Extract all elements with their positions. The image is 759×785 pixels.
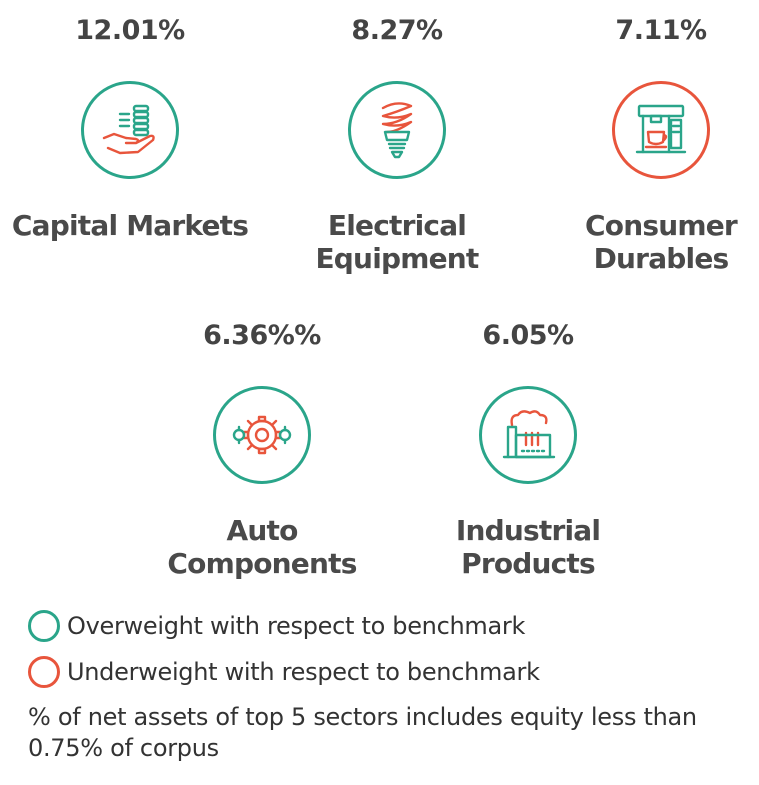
sector-percent: 6.05% — [482, 320, 574, 351]
overweight-ring — [213, 386, 311, 484]
underweight-circle-icon — [28, 656, 60, 688]
sector-name-line2: Components — [167, 547, 357, 580]
sector-industrial-products: 6.05% Industrial Products — [403, 319, 653, 580]
sector-name-line1: Electrical — [327, 209, 467, 242]
factory-icon — [502, 410, 556, 459]
sector-name: Consumer Durables — [585, 209, 738, 275]
overweight-ring — [479, 386, 577, 484]
sector-name: Industrial Products — [455, 514, 601, 580]
overweight-ring — [81, 81, 179, 179]
legend-underweight-label: Underweight with respect to benchmark — [67, 658, 540, 686]
underweight-ring — [612, 81, 710, 179]
legend-underweight: Underweight with respect to benchmark — [28, 656, 540, 688]
sector-auto-components: 6.36%% Auto Components — [137, 319, 387, 580]
sector-percent: 8.27% — [351, 15, 443, 46]
sector-percent: 12.01% — [75, 15, 185, 46]
overweight-ring — [348, 81, 446, 179]
sector-percent: 7.11% — [615, 15, 707, 46]
sector-name: Auto Components — [167, 514, 357, 580]
footnote-line1: % of net assets of top 5 sectors include… — [28, 703, 697, 731]
sector-name-line2: Products — [461, 547, 596, 580]
sector-electrical-equipment: 8.27% Electrical Equipment — [272, 14, 522, 275]
coffee-machine-icon — [635, 104, 687, 154]
sector-name: Electrical Equipment — [315, 209, 479, 275]
sector-capital-markets: 12.01% Capital Markets — [5, 14, 255, 242]
sector-name-line1: Auto — [226, 514, 298, 547]
sector-percent: 6.36%% — [203, 320, 321, 351]
footnote-line2: 0.75% of corpus — [28, 734, 219, 762]
hand-coins-icon — [102, 104, 155, 155]
sector-name-line2: Equipment — [315, 242, 479, 275]
gears-icon — [232, 415, 292, 455]
light-bulb-icon — [381, 102, 413, 159]
sector-name-line1: Capital Markets — [11, 209, 249, 242]
sector-name-line2: Durables — [593, 242, 730, 275]
overweight-circle-icon — [28, 610, 60, 642]
sector-name-line1: Industrial — [455, 514, 601, 547]
sector-consumer-durables: 7.11% Consumer Durables — [536, 14, 759, 275]
sector-name-line1: Consumer — [585, 209, 738, 242]
footnote: % of net assets of top 5 sectors include… — [28, 702, 748, 764]
sector-name: Capital Markets — [11, 209, 249, 242]
legend-overweight-label: Overweight with respect to benchmark — [67, 612, 526, 640]
legend-overweight: Overweight with respect to benchmark — [28, 610, 525, 642]
